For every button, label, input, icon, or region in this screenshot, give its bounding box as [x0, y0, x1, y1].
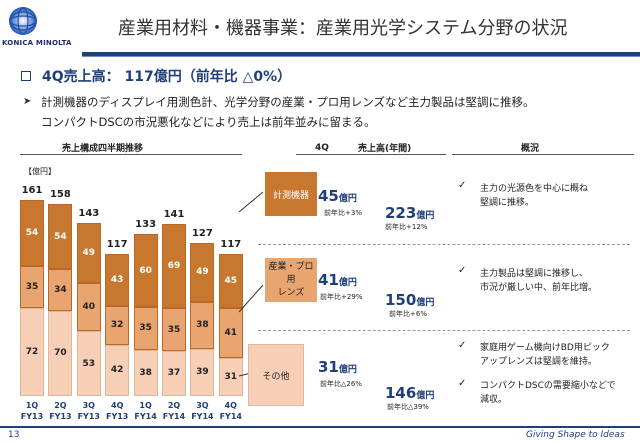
- bar-total-label: 158: [49, 188, 71, 200]
- segment-annual-value-other: 146億円: [385, 384, 435, 402]
- chart-header-rule: [20, 154, 242, 155]
- segment-annual-yoy-lens: 前年比+6%: [389, 310, 427, 318]
- bar-segment-lens: 34: [48, 269, 73, 311]
- segment-box-lens: 産業・プロ用 レンズ: [265, 258, 317, 302]
- bar-segment-measuring: 54: [48, 203, 73, 270]
- bar-segment-measuring: 54: [20, 200, 44, 266]
- x-axis-label: 3Q FY14: [191, 401, 214, 421]
- segment-q4-value-lens: 41億円: [318, 271, 357, 289]
- body-line-2: コンパクトDSCの市況悪化などにより売上は前年並みに留まる。: [41, 115, 376, 129]
- bar-segment-measuring: 69: [162, 224, 186, 309]
- bar-segment-other: 72: [20, 308, 44, 396]
- x-axis-label: 4Q FY13: [105, 401, 129, 421]
- title-rule-thin: [82, 56, 640, 57]
- bar-total-label: 117: [106, 238, 128, 250]
- bar-segment-lens: 35: [133, 307, 158, 350]
- bar-segment-measuring: 43: [105, 253, 130, 306]
- segment-divider-1: [258, 244, 630, 245]
- logo-text: KONICA MINOLTA: [2, 39, 72, 47]
- annual-header: 売上高(年間): [358, 144, 412, 154]
- x-axis-label: 3Q FY13: [77, 401, 100, 421]
- bullet-arrow-icon: ➤: [23, 96, 32, 107]
- bar-total-label: 161: [21, 185, 43, 196]
- segment-divider-2: [258, 330, 630, 331]
- bar-segment-lens: 40: [76, 282, 101, 332]
- bar-segment-lens: 35: [20, 265, 44, 309]
- bullet-square-icon: [21, 71, 31, 81]
- page-number: 13: [8, 430, 20, 440]
- segment-q4-value-measuring: 45億円: [318, 187, 357, 205]
- bar-segment-other: 42: [105, 344, 130, 396]
- bar-segment-other: 53: [76, 331, 101, 396]
- x-axis-label: 2Q FY13: [49, 401, 72, 421]
- check-icon: ✓: [458, 180, 467, 191]
- bar-total-label: 141: [163, 209, 185, 221]
- bar-segment-other: 37: [162, 350, 186, 396]
- x-axis-label: 4Q FY14: [219, 401, 242, 421]
- bar-segment-lens: 38: [190, 302, 215, 349]
- segment-q4-value-other: 31億円: [318, 358, 357, 376]
- bar-segment-other: 70: [48, 310, 73, 396]
- chart-header: 売上構成四半期推移: [62, 144, 144, 154]
- segment-q4-yoy-measuring: 前年比+3%: [324, 209, 362, 217]
- x-axis-label: 1Q FY14: [134, 401, 157, 421]
- bar-segment-measuring: 49: [190, 242, 215, 303]
- overview-header-rule: [452, 154, 634, 155]
- segment-note-measuring: 主力の光源色を中心に概ね 堅調に推移。: [480, 184, 589, 208]
- footer-rule: [0, 426, 640, 428]
- bar-segment-other: 31: [218, 358, 243, 396]
- konica-minolta-logo-icon: [9, 7, 37, 35]
- headline: 4Q売上高： 117億円（前年比 △0%）: [42, 69, 292, 85]
- segment-box-measuring: 計測機器: [265, 172, 317, 216]
- segment-annual-value-measuring: 223億円: [385, 204, 435, 222]
- check-icon: ✓: [458, 265, 467, 276]
- bar-segment-lens: 32: [105, 305, 130, 345]
- bar-total-label: 117: [220, 238, 242, 250]
- bar-segment-lens: 35: [162, 308, 186, 351]
- bar-segment-measuring: 60: [133, 234, 158, 308]
- bar-segment-measuring: 45: [218, 253, 243, 309]
- segment-box-other: その他: [248, 344, 304, 406]
- bar-segment-other: 38: [133, 349, 158, 396]
- check-icon: ✓: [458, 340, 467, 351]
- q4-header: 4Q: [315, 143, 329, 153]
- bar-segment-lens: 41: [218, 308, 243, 359]
- title-rule: [82, 52, 640, 56]
- segment-q4-yoy-other: 前年比△26%: [320, 380, 362, 388]
- page-title: 産業用材料・機器事業：産業用光学システム分野の状況: [118, 18, 568, 39]
- check-icon: ✓: [458, 378, 467, 389]
- bar-total-label: 133: [135, 219, 157, 231]
- bar-segment-measuring: 49: [76, 223, 101, 283]
- segment-q4-yoy-lens: 前年比+29%: [320, 293, 363, 301]
- bar-total-label: 127: [191, 227, 213, 239]
- segment-annual-yoy-other: 前年比△39%: [387, 403, 429, 411]
- segment-annual-yoy-measuring: 前年比+12%: [385, 223, 428, 231]
- segment-annual-value-lens: 150億円: [385, 291, 435, 309]
- tagline: Giving Shape to Ideas: [526, 430, 625, 440]
- sales-header-rule: [296, 154, 446, 155]
- bar-segment-other: 39: [190, 348, 215, 396]
- overview-header: 概況: [521, 144, 540, 154]
- body-line-1: 計測機器のディスプレイ用測色計、光学分野の産業・プロ用レンズなど主力製品は堅調に…: [41, 95, 535, 109]
- unit-label: 【億円】: [24, 167, 56, 176]
- segment-note-other-2: コンパクトDSCの需要縮小などで 減収。: [480, 381, 616, 405]
- bar-total-label: 143: [78, 208, 100, 220]
- segment-note-other-1: 家庭用ゲーム機向けBD用ピック アップレンズは堅調を維持。: [480, 343, 610, 367]
- x-axis-label: 2Q FY14: [162, 401, 186, 421]
- x-axis-label: 1Q FY13: [20, 401, 44, 421]
- segment-note-lens: 主力製品は堅調に推移し、 市況が厳しい中、前年比増。: [480, 269, 598, 293]
